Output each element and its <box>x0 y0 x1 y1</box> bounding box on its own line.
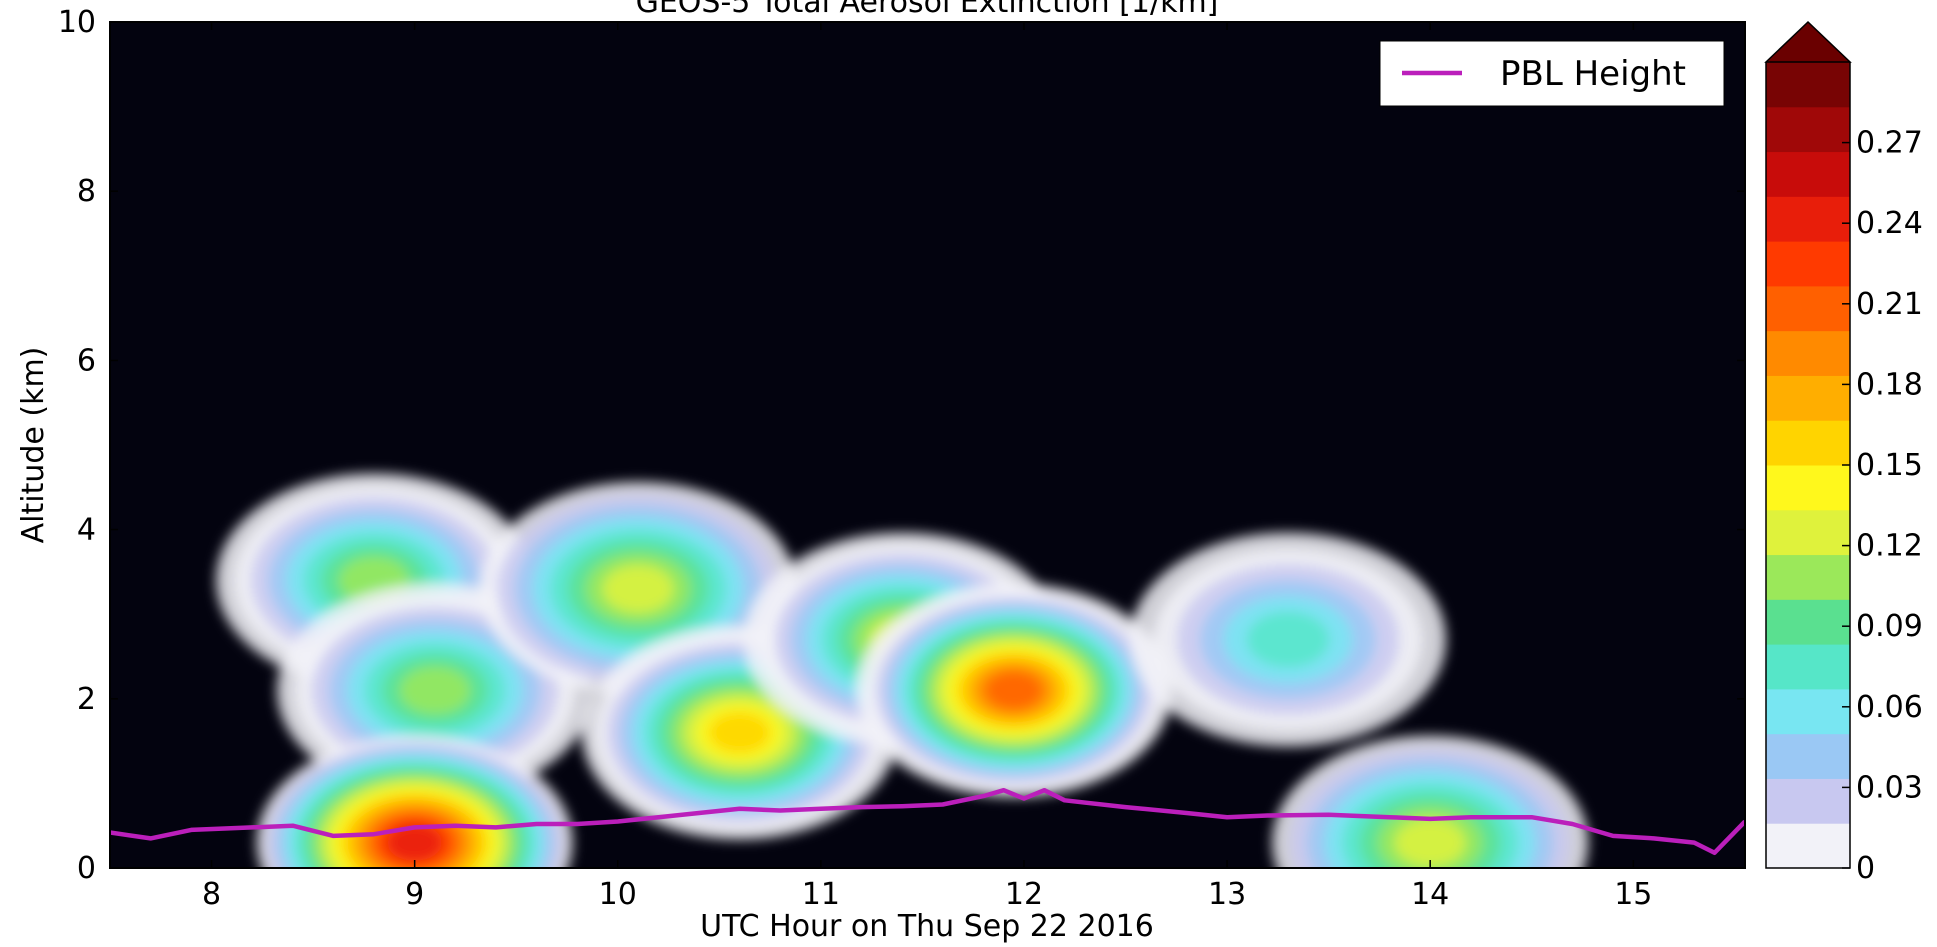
y-axis-label: Altitude (km) <box>16 347 51 544</box>
colorbar-tick-label: 0.12 <box>1856 529 1923 564</box>
legend-pbl-label: PBL Height <box>1500 54 1686 94</box>
y-tick-label: 4 <box>77 513 96 548</box>
extinction-blob <box>399 666 471 715</box>
colorbar-segment <box>1766 285 1850 332</box>
chart-title: GEOS-5 Total Aerosol Extinction [1/km] <box>636 0 1219 20</box>
colorbar-segment <box>1766 196 1850 242</box>
colorbar-tick-label: 0.15 <box>1856 448 1923 483</box>
extinction-blob <box>1394 818 1466 867</box>
colorbar-ticks: 0 0.03 0.06 0.09 0.12 0.15 0.18 0.21 0.24 0.27 <box>1842 126 1923 886</box>
colorbar-segment <box>1766 151 1850 197</box>
x-axis-ticks: 8 9 10 11 12 13 14 15 <box>202 22 1652 912</box>
x-tick-label: 9 <box>405 877 424 912</box>
colorbar-segment <box>1766 644 1850 690</box>
pbl-height-line <box>110 787 1745 856</box>
extinction-blob <box>602 564 674 613</box>
y-tick-label: 0 <box>77 851 96 886</box>
x-tick-label: 14 <box>1411 877 1449 912</box>
colorbar-segment <box>1766 599 1850 645</box>
colorbar-tick-label: 0.24 <box>1856 206 1923 241</box>
x-tick-label: 15 <box>1614 877 1652 912</box>
extinction-blob <box>1246 611 1330 668</box>
y-tick-label: 10 <box>58 5 96 40</box>
legend: PBL Height <box>1379 40 1725 107</box>
colorbar-segment <box>1766 420 1850 466</box>
colorbar-segment <box>1766 62 1850 108</box>
colorbar-segment <box>1766 554 1850 600</box>
colorbar-segment <box>1766 778 1850 824</box>
extinction-blob <box>387 824 442 861</box>
x-tick-label: 11 <box>802 877 840 912</box>
colorbar-segment <box>1766 509 1850 556</box>
plot-frame <box>109 21 1746 869</box>
colorbar-segment <box>1766 465 1850 511</box>
colorbar-segment <box>1766 241 1850 287</box>
colorbar-segment <box>1766 375 1850 421</box>
y-tick-label: 6 <box>77 343 96 378</box>
colorbar-segment <box>1766 688 1850 735</box>
x-tick-label: 12 <box>1005 877 1043 912</box>
colorbar-extend-arrow <box>1764 20 1852 63</box>
colorbar-tick-label: 0.03 <box>1856 770 1923 805</box>
y-tick-label: 8 <box>77 174 96 209</box>
colorbar-segment <box>1766 330 1850 376</box>
colorbar-tick-label: 0.18 <box>1856 367 1923 402</box>
colorbar-tick-label: 0.21 <box>1856 287 1923 322</box>
extinction-blob <box>708 712 771 754</box>
colorbar-tick-label: 0 <box>1856 851 1875 886</box>
plot-area <box>110 22 1745 868</box>
extinction-blob <box>985 671 1042 710</box>
x-tick-label: 10 <box>599 877 637 912</box>
x-axis-label: UTC Hour on Thu Sep 22 2016 <box>700 909 1154 944</box>
y-tick-label: 2 <box>77 682 96 717</box>
y-axis-ticks: 0 2 4 6 8 10 <box>58 5 1745 886</box>
colorbar-segment <box>1766 733 1850 779</box>
colorbar-segment <box>1766 106 1850 153</box>
colorbar-tick-label: 0.06 <box>1856 690 1923 725</box>
x-tick-label: 8 <box>202 877 221 912</box>
colorbar-tick-label: 0.27 <box>1856 126 1923 161</box>
colorbar-segment <box>1766 823 1850 869</box>
x-tick-label: 13 <box>1208 877 1246 912</box>
colorbar <box>1764 20 1852 869</box>
colorbar-tick-label: 0.09 <box>1856 609 1923 644</box>
